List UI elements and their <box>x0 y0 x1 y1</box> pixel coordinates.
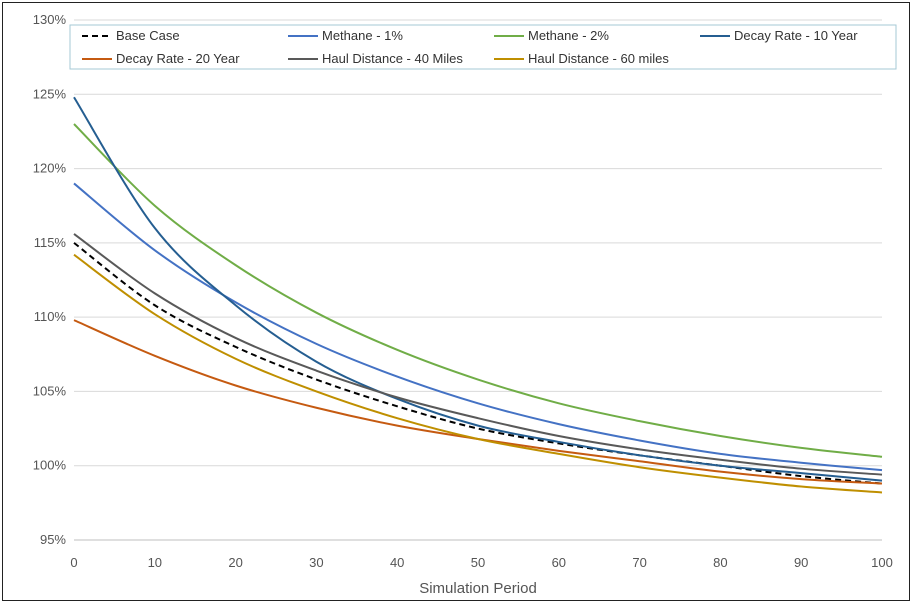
x-tick-label: 40 <box>390 555 404 570</box>
legend-box <box>69 24 897 70</box>
series-line <box>73 123 883 458</box>
legend-label: Haul Distance - 60 miles <box>528 51 669 66</box>
y-tick-label: 95% <box>40 532 66 547</box>
y-tick-label: 110% <box>34 309 67 324</box>
legend-label: Decay Rate - 10 Year <box>734 28 858 43</box>
x-tick-label: 90 <box>794 555 808 570</box>
legend: Base Case Methane - 1% Methane - 2% Decay R… <box>69 24 897 70</box>
series-line <box>73 233 883 476</box>
series-line <box>73 253 883 494</box>
series-line <box>73 96 883 482</box>
x-tick-label: 30 <box>309 555 323 570</box>
x-tick-label: 60 <box>552 555 566 570</box>
x-tick-label: 10 <box>148 555 162 570</box>
y-tick-label: 100% <box>33 458 67 473</box>
legend-label: Methane - 1% <box>322 28 403 43</box>
x-tick-label: 0 <box>70 555 77 570</box>
axes: 95% 100% 105% 110% 115% 120% 125% 130% 0 10 20 30 40… <box>33 12 893 570</box>
gridlines <box>74 19 882 541</box>
x-tick-label: 50 <box>471 555 485 570</box>
series-lines <box>73 96 883 494</box>
y-tick-label: 125% <box>33 86 67 101</box>
x-axis-title: Simulation Period <box>419 580 537 597</box>
legend-label: Base Case <box>116 28 180 43</box>
y-tick-label: 105% <box>33 383 67 398</box>
y-tick-label: 115% <box>34 235 67 250</box>
x-tick-label: 100 <box>871 555 893 570</box>
x-tick-label: 70 <box>632 555 646 570</box>
y-tick-label: 130% <box>33 12 67 27</box>
x-tick-label: 20 <box>228 555 242 570</box>
series-line <box>73 182 883 472</box>
legend-label: Decay Rate - 20 Year <box>116 51 240 66</box>
legend-label: Methane - 2% <box>528 28 609 43</box>
y-tick-label: 120% <box>33 161 67 176</box>
legend-label: Haul Distance - 40 Miles <box>322 51 463 66</box>
x-tick-label: 80 <box>713 555 727 570</box>
